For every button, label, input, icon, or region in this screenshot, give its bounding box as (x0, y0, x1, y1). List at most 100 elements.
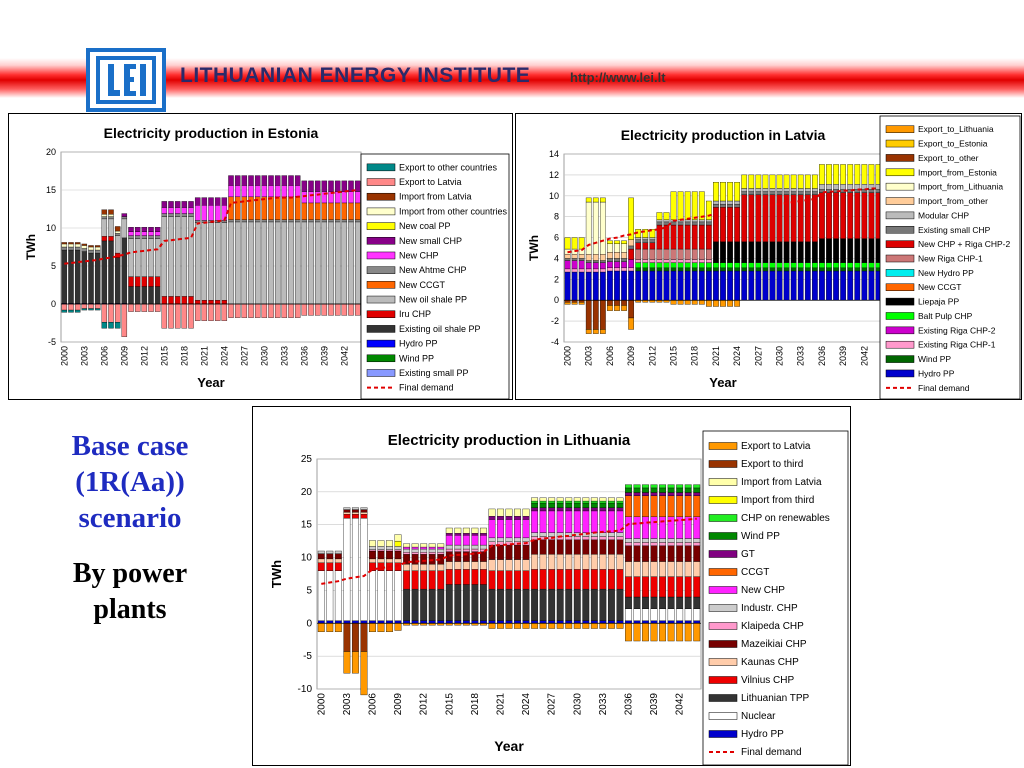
bar-segment (642, 267, 649, 272)
bar-segment (488, 623, 496, 629)
bar-segment (488, 519, 496, 539)
bar-segment (633, 561, 641, 577)
bar-segment (445, 584, 453, 621)
bar-segment (585, 262, 592, 270)
bar-segment (121, 216, 128, 220)
x-tick-label: 2027 (239, 346, 249, 366)
bar-segment (677, 262, 684, 269)
bar-segment (565, 623, 573, 629)
x-tick-label: 2036 (623, 693, 634, 716)
bar-segment (141, 303, 148, 312)
bar-segment (607, 588, 615, 621)
bar-segment (649, 270, 656, 301)
bar-segment (840, 267, 846, 272)
legend-label: New CCGT (399, 280, 446, 290)
legend-label: GT (741, 549, 755, 560)
bar-segment (564, 302, 571, 305)
bar-segment (819, 270, 825, 301)
bar-segment (134, 235, 141, 239)
legend-swatch (885, 283, 915, 291)
bar-segment (676, 487, 684, 493)
bar-segment (497, 544, 504, 560)
bar-segment (317, 558, 325, 564)
bar-segment (454, 561, 462, 570)
legend-swatch (708, 604, 738, 612)
bar-segment (628, 248, 634, 260)
legend-swatch (885, 226, 915, 234)
bar-segment (633, 487, 641, 493)
bar-segment (68, 309, 74, 313)
bar-segment (642, 487, 649, 493)
bar-segment (628, 239, 634, 247)
bar-segment (462, 584, 470, 621)
bar-segment (621, 261, 627, 269)
bar-segment (462, 561, 470, 570)
bar-segment (168, 303, 174, 329)
bar-segment (642, 538, 649, 543)
bar-segment (565, 502, 573, 508)
bar-segment (670, 259, 677, 263)
x-tick-label: 2012 (419, 693, 430, 716)
bar-segment (590, 507, 598, 512)
y-tick-label: -2 (551, 316, 559, 326)
legend-label: New CCGT (918, 282, 961, 292)
bar-segment (564, 258, 571, 261)
bar-segment (539, 500, 547, 504)
bar-segment (614, 261, 620, 269)
bar-segment (128, 303, 134, 312)
bar-segment (194, 205, 201, 221)
bar-segment (548, 510, 556, 533)
bar-segment (531, 502, 539, 508)
bar-segment (684, 262, 691, 269)
bar-segment (214, 222, 221, 301)
bar-segment (616, 539, 624, 555)
bar-segment (616, 507, 624, 512)
bar-segment (582, 507, 590, 512)
bar-segment (108, 218, 114, 237)
bar-segment (497, 508, 504, 517)
bar-segment (288, 196, 294, 220)
bar-segment (720, 203, 726, 208)
bar-segment (840, 270, 846, 301)
bar-segment (854, 270, 861, 301)
chart-title: Electricity production in Latvia (621, 127, 826, 143)
bar-segment (676, 623, 684, 642)
bar-segment (684, 224, 691, 250)
bar-segment (713, 241, 719, 263)
bar-segment (633, 576, 641, 598)
bar-segment (762, 194, 769, 242)
bar-segment (607, 258, 613, 262)
bar-segment (804, 188, 811, 192)
bar-segment (790, 262, 797, 269)
bar-segment (628, 317, 634, 330)
bar-segment (713, 262, 719, 269)
legend-swatch (708, 640, 738, 648)
bar-segment (797, 262, 804, 269)
bar-segment (268, 303, 274, 318)
bar-segment (101, 236, 108, 242)
legend-label: Existing small PP (399, 368, 469, 378)
bar-segment (642, 596, 649, 610)
final-demand-line (321, 517, 697, 585)
bar-segment (281, 303, 288, 318)
bar-segment (616, 588, 624, 621)
legend-label: CCGT (741, 567, 769, 578)
legend-label: New CHP + Riga CHP-2 (918, 239, 1010, 249)
x-axis-label: Year (197, 375, 224, 390)
legend-label: New CHP (741, 585, 785, 596)
x-tick-label: 2003 (584, 346, 594, 366)
bar-segment (221, 197, 228, 206)
bar-segment (254, 185, 261, 198)
bar-segment (797, 267, 804, 272)
legend-swatch (885, 154, 915, 162)
bar-segment (108, 216, 114, 220)
legend-swatch (708, 568, 738, 576)
bar-segment (317, 623, 325, 633)
bar-segment (614, 270, 620, 301)
bar-segment (755, 174, 762, 189)
bar-segment (670, 221, 677, 226)
bar-segment (790, 174, 797, 189)
bar-segment (181, 213, 188, 217)
legend-label: Export_to_Lithuania (918, 124, 994, 134)
bar-segment (667, 484, 675, 489)
